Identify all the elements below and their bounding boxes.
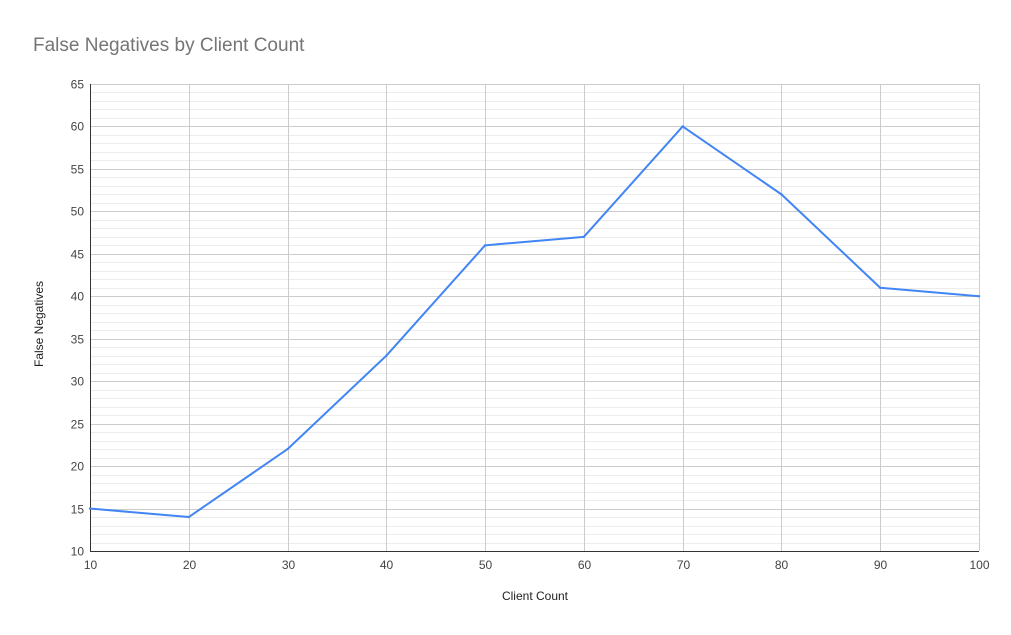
data-point	[187, 515, 190, 519]
series-layer	[88, 125, 981, 519]
y-tick-label: 20	[71, 460, 85, 474]
chart-title: False Negatives by Client Count	[33, 35, 305, 56]
y-tick-label: 55	[71, 163, 85, 177]
y-axis-ticks: 10 15 20 25 30 35 40 45 50 55 60 65	[71, 78, 85, 559]
y-tick-label: 45	[71, 248, 85, 262]
y-tick-label: 10	[71, 545, 85, 559]
y-tick-label: 60	[71, 120, 85, 134]
y-axis-title: False Negatives	[32, 281, 46, 367]
major-gridlines	[90, 84, 980, 551]
y-tick-label: 15	[71, 503, 85, 517]
x-tick-label: 100	[969, 558, 989, 572]
x-tick-label: 10	[84, 558, 98, 572]
data-point	[977, 295, 981, 298]
y-tick-label: 25	[71, 418, 85, 432]
x-tick-label: 80	[775, 558, 789, 572]
x-tick-label: 90	[874, 558, 888, 572]
y-tick-label: 65	[71, 78, 85, 92]
data-point	[88, 507, 92, 510]
data-point	[780, 193, 783, 196]
data-point	[879, 286, 882, 289]
data-point	[483, 244, 487, 247]
y-tick-label: 30	[71, 375, 85, 389]
y-tick-label: 35	[71, 333, 85, 347]
data-point	[286, 447, 289, 451]
data-point	[385, 354, 388, 357]
x-axis-ticks: 10 20 30 40 50 60 70 80 90 100	[84, 558, 990, 572]
data-point	[582, 235, 586, 239]
series-line	[89, 125, 980, 519]
x-tick-label: 60	[578, 558, 592, 572]
y-tick-label: 40	[71, 290, 85, 304]
x-tick-label: 50	[479, 558, 493, 572]
x-tick-label: 40	[380, 558, 394, 572]
x-tick-label: 70	[677, 558, 691, 572]
x-tick-label: 30	[282, 558, 296, 572]
x-tick-label: 20	[183, 558, 197, 572]
axis-lines	[90, 84, 979, 552]
data-point	[681, 125, 684, 128]
x-axis-title: Client Count	[502, 589, 569, 603]
minor-gridlines	[90, 92, 979, 544]
y-tick-label: 50	[71, 205, 85, 219]
